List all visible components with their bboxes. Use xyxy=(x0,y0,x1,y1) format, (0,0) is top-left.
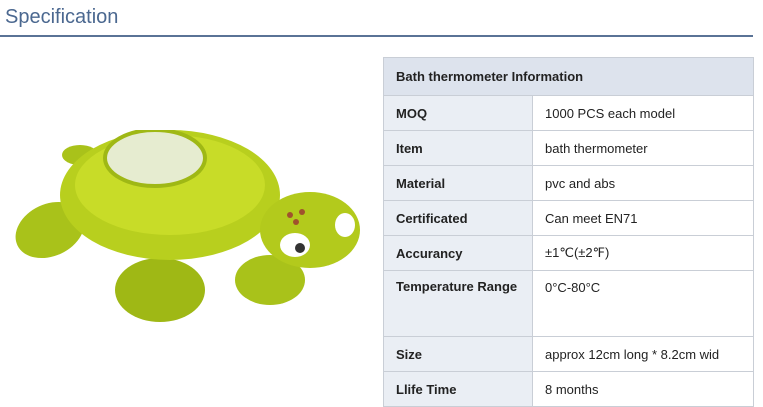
row-label: Item xyxy=(383,130,533,166)
row-value: 0°C-80°C xyxy=(532,270,754,337)
table-row: Llife Time 8 months xyxy=(383,371,754,407)
row-value: Can meet EN71 xyxy=(532,200,754,236)
table-row: MOQ 1000 PCS each model xyxy=(383,95,754,131)
row-value: approx 12cm long * 8.2cm wid xyxy=(532,336,754,372)
row-label: Llife Time xyxy=(383,371,533,407)
table-row: Accurancy ±1℃(±2℉) xyxy=(383,235,754,271)
row-label: Temperature Range xyxy=(383,270,533,337)
row-label: MOQ xyxy=(383,95,533,131)
table-row: Item bath thermometer xyxy=(383,130,754,166)
row-label: Size xyxy=(383,336,533,372)
row-value: ±1℃(±2℉) xyxy=(532,235,754,271)
page-title: Specification xyxy=(5,6,119,28)
row-value: bath thermometer xyxy=(532,130,754,166)
spec-table: Bath thermometer Information MOQ 1000 PCS… xyxy=(383,57,754,407)
row-value: 8 months xyxy=(532,371,754,407)
row-value: 1000 PCS each model xyxy=(532,95,754,131)
table-row: Material pvc and abs xyxy=(383,165,754,201)
table-row: Size approx 12cm long * 8.2cm wid xyxy=(383,336,754,372)
table-row: Certificated Can meet EN71 xyxy=(383,200,754,236)
table-row: Temperature Range 0°C-80°C xyxy=(383,270,754,337)
row-label: Accurancy xyxy=(383,235,533,271)
row-value: pvc and abs xyxy=(532,165,754,201)
turtle-thermometer-image xyxy=(15,130,360,322)
title-divider xyxy=(0,35,753,37)
row-label: Material xyxy=(383,165,533,201)
row-label: Certificated xyxy=(383,200,533,236)
spec-table-header: Bath thermometer Information xyxy=(383,57,754,96)
